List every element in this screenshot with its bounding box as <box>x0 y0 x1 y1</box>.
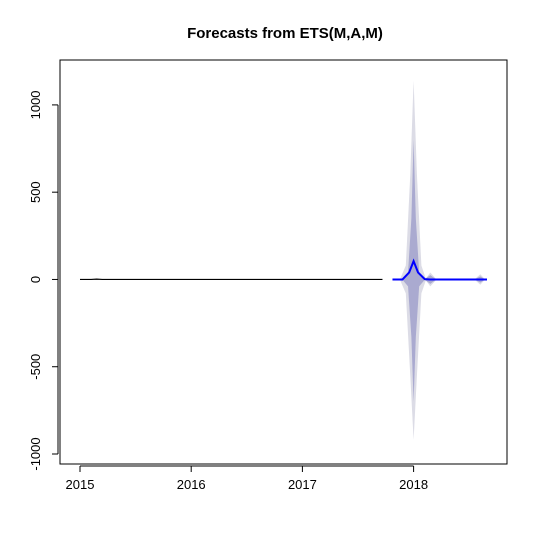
band-80 <box>402 139 485 402</box>
y-tick-label: 1000 <box>28 90 43 119</box>
x-tick-label: 2018 <box>399 477 428 492</box>
x-tick-label: 2016 <box>177 477 206 492</box>
forecast-line <box>392 258 487 281</box>
chart-title: Forecasts from ETS(M,A,M) <box>187 25 383 42</box>
series-lines <box>80 258 487 281</box>
x-axis: 2015 2016 2017 2018 <box>66 465 428 492</box>
x-tick-label: 2017 <box>288 477 317 492</box>
plot-box <box>59 59 508 465</box>
x-tick-label: 2015 <box>66 477 95 492</box>
y-tick-label: 0 <box>28 276 43 283</box>
y-tick-label: -500 <box>28 354 43 380</box>
y-tick-label: 500 <box>28 181 43 203</box>
prediction-intervals <box>400 80 485 441</box>
y-tick-label: -1000 <box>28 437 43 470</box>
y-axis: 1000 500 0 -500 -1000 <box>28 90 59 471</box>
